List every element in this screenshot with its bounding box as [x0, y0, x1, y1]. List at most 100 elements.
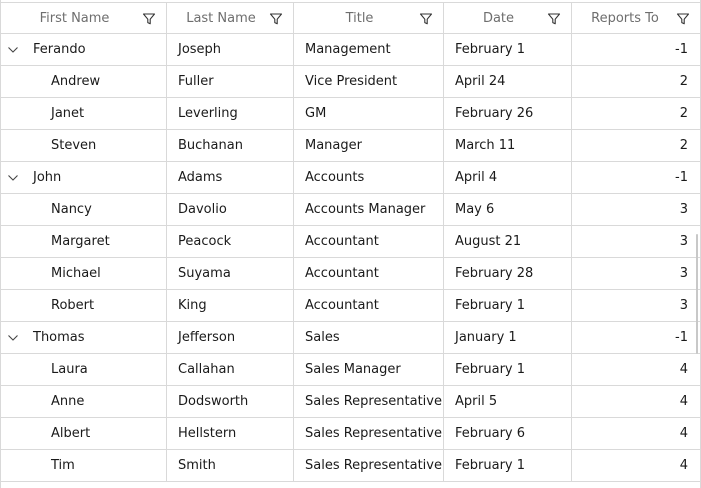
- chevron-down-icon[interactable]: [6, 331, 20, 345]
- last-name-cell[interactable]: Joseph: [167, 34, 294, 66]
- title-cell[interactable]: Sales Representative: [294, 450, 444, 482]
- last-name-cell[interactable]: King: [167, 290, 294, 322]
- date-cell[interactable]: February 6: [444, 418, 572, 450]
- date-cell[interactable]: May 6: [444, 194, 572, 226]
- parent-row[interactable]: Ferando Joseph Management February 1 -1: [1, 34, 700, 66]
- filter-icon[interactable]: [269, 12, 283, 26]
- date-cell[interactable]: February 26: [444, 98, 572, 130]
- title-cell[interactable]: Manager: [294, 130, 444, 162]
- header-date[interactable]: Date: [444, 2, 572, 34]
- last-name-cell[interactable]: Leverling: [167, 98, 294, 130]
- scrollbar-thumb[interactable]: [696, 234, 698, 354]
- header-first-name[interactable]: First Name: [1, 2, 167, 34]
- date-cell[interactable]: April 24: [444, 66, 572, 98]
- date-cell[interactable]: February 1: [444, 450, 572, 482]
- child-row[interactable]: Tim Smith Sales Representative February 1 4: [1, 450, 700, 482]
- filter-icon[interactable]: [419, 12, 433, 26]
- child-row[interactable]: Laura Callahan Sales Manager February 1 4: [1, 354, 700, 386]
- reports-to-cell[interactable]: 4: [572, 418, 700, 450]
- last-name-cell[interactable]: Peacock: [167, 226, 294, 258]
- title-cell[interactable]: Accounts Manager: [294, 194, 444, 226]
- title-cell[interactable]: Sales: [294, 322, 444, 354]
- first-name-cell[interactable]: Thomas: [1, 322, 167, 354]
- first-name-cell[interactable]: John: [1, 162, 167, 194]
- date-cell[interactable]: August 21: [444, 226, 572, 258]
- last-name-cell[interactable]: Davolio: [167, 194, 294, 226]
- reports-to-cell[interactable]: 2: [572, 130, 700, 162]
- first-name-cell[interactable]: Laura: [1, 354, 167, 386]
- filter-icon[interactable]: [676, 12, 690, 26]
- first-name-cell[interactable]: Janet: [1, 98, 167, 130]
- date-cell[interactable]: February 28: [444, 258, 572, 290]
- date-cell[interactable]: April 4: [444, 162, 572, 194]
- title-cell[interactable]: Accountant: [294, 226, 444, 258]
- reports-to-cell[interactable]: 3: [572, 258, 700, 290]
- first-name-cell[interactable]: Albert: [1, 418, 167, 450]
- reports-to-cell[interactable]: 4: [572, 450, 700, 482]
- first-name-cell[interactable]: Michael: [1, 258, 167, 290]
- reports-to-cell[interactable]: 2: [572, 98, 700, 130]
- title-cell[interactable]: GM: [294, 98, 444, 130]
- reports-to-cell[interactable]: 3: [572, 226, 700, 258]
- first-name-cell[interactable]: Tim: [1, 450, 167, 482]
- header-last-name[interactable]: Last Name: [167, 2, 294, 34]
- reports-to-cell[interactable]: 4: [572, 386, 700, 418]
- last-name-cell[interactable]: Buchanan: [167, 130, 294, 162]
- title-cell[interactable]: Accountant: [294, 290, 444, 322]
- header-title[interactable]: Title: [294, 2, 444, 34]
- reports-to-cell[interactable]: -1: [572, 162, 700, 194]
- last-name-cell[interactable]: Dodsworth: [167, 386, 294, 418]
- reports-to-cell[interactable]: 2: [572, 66, 700, 98]
- title-cell[interactable]: Accountant: [294, 258, 444, 290]
- parent-row[interactable]: Thomas Jefferson Sales January 1 -1: [1, 322, 700, 354]
- child-row[interactable]: Nancy Davolio Accounts Manager May 6 3: [1, 194, 700, 226]
- child-row[interactable]: Andrew Fuller Vice President April 24 2: [1, 66, 700, 98]
- first-name-cell[interactable]: Ferando: [1, 34, 167, 66]
- chevron-down-icon[interactable]: [6, 171, 20, 185]
- reports-to-cell[interactable]: 4: [572, 354, 700, 386]
- last-name-cell[interactable]: Smith: [167, 450, 294, 482]
- title-value: Sales Representative: [305, 426, 442, 441]
- reports-to-cell[interactable]: -1: [572, 322, 700, 354]
- child-row[interactable]: Albert Hellstern Sales Representative Febru…: [1, 418, 700, 450]
- last-name-cell[interactable]: Fuller: [167, 66, 294, 98]
- first-name-cell[interactable]: Margaret: [1, 226, 167, 258]
- first-name-cell[interactable]: Andrew: [1, 66, 167, 98]
- child-row[interactable]: Margaret Peacock Accountant August 21 3: [1, 226, 700, 258]
- title-cell[interactable]: Vice President: [294, 66, 444, 98]
- date-cell[interactable]: February 1: [444, 354, 572, 386]
- child-row[interactable]: Anne Dodsworth Sales Representative April 5…: [1, 386, 700, 418]
- first-name-cell[interactable]: Anne: [1, 386, 167, 418]
- title-cell[interactable]: Sales Representative: [294, 418, 444, 450]
- header-reports-to[interactable]: Reports To: [572, 2, 700, 34]
- title-cell[interactable]: Sales Manager: [294, 354, 444, 386]
- last-name-cell[interactable]: Callahan: [167, 354, 294, 386]
- last-name-cell[interactable]: Adams: [167, 162, 294, 194]
- reports-to-cell[interactable]: -1: [572, 34, 700, 66]
- child-row[interactable]: Robert King Accountant February 1 3: [1, 290, 700, 322]
- last-name-cell[interactable]: Jefferson: [167, 322, 294, 354]
- title-cell[interactable]: Accounts: [294, 162, 444, 194]
- reports-to-cell[interactable]: 3: [572, 194, 700, 226]
- date-cell[interactable]: February 1: [444, 290, 572, 322]
- first-name-cell[interactable]: Robert: [1, 290, 167, 322]
- date-cell[interactable]: April 5: [444, 386, 572, 418]
- child-row[interactable]: Janet Leverling GM February 26 2: [1, 98, 700, 130]
- child-row[interactable]: Steven Buchanan Manager March 11 2: [1, 130, 700, 162]
- date-cell[interactable]: February 1: [444, 34, 572, 66]
- last-name-cell[interactable]: Hellstern: [167, 418, 294, 450]
- title-cell[interactable]: Sales Representative: [294, 386, 444, 418]
- chevron-down-icon[interactable]: [6, 43, 20, 57]
- date-cell[interactable]: March 11: [444, 130, 572, 162]
- filter-icon[interactable]: [142, 12, 156, 26]
- child-row[interactable]: Michael Suyama Accountant February 28 3: [1, 258, 700, 290]
- filter-icon[interactable]: [547, 12, 561, 26]
- date-cell[interactable]: January 1: [444, 322, 572, 354]
- reports-to-cell[interactable]: 3: [572, 290, 700, 322]
- title-cell[interactable]: Management: [294, 34, 444, 66]
- last-name-cell[interactable]: Suyama: [167, 258, 294, 290]
- vertical-scrollbar[interactable]: [696, 34, 698, 486]
- first-name-cell[interactable]: Steven: [1, 130, 167, 162]
- first-name-cell[interactable]: Nancy: [1, 194, 167, 226]
- parent-row[interactable]: John Adams Accounts April 4 -1: [1, 162, 700, 194]
